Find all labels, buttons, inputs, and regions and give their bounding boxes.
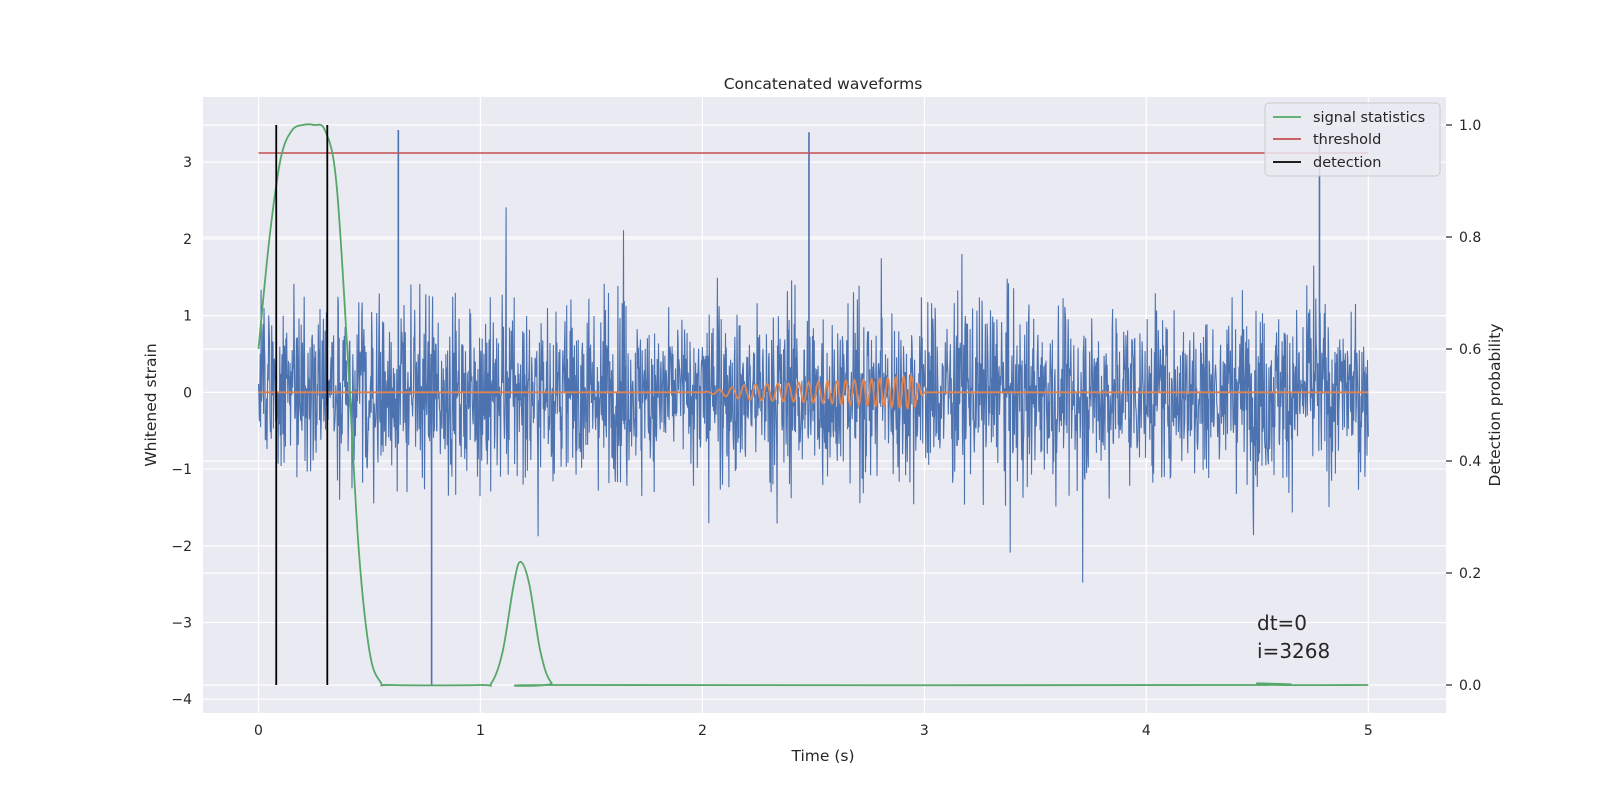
- series-template: [258, 372, 1369, 411]
- right-tick-label: 0.8: [1459, 230, 1481, 246]
- x-tick-label: 2: [698, 723, 707, 739]
- y-tick-label: −1: [171, 462, 192, 478]
- right-tick-label: 0.0: [1459, 678, 1481, 694]
- legend-box: [1264, 102, 1441, 177]
- y-tick-label: −2: [171, 539, 192, 555]
- x-tick-label: 3: [920, 723, 929, 739]
- y-tick-label: −4: [171, 692, 192, 708]
- legend-label-threshold: threshold: [1313, 132, 1381, 148]
- grid: [203, 97, 1446, 713]
- y-tick-label: 2: [183, 232, 192, 248]
- annotation-dt: dt=0: [1257, 611, 1307, 635]
- chart-title: Concatenated waveforms: [724, 75, 923, 93]
- bottom-axis-ticks: 0 1 2 3 4 5: [254, 723, 1373, 739]
- x-tick-label: 0: [254, 723, 263, 739]
- legend: signal statistics threshold detection: [1264, 102, 1441, 177]
- legend-label-signal-statistics: signal statistics: [1313, 110, 1425, 126]
- annotation-i: i=3268: [1257, 639, 1330, 663]
- right-tick-label: 0.2: [1459, 566, 1481, 582]
- right-axis-label: Detection probability: [1486, 324, 1504, 487]
- series-signal-statistics: [257, 123, 1369, 687]
- right-tick-label: 1.0: [1459, 118, 1481, 134]
- y-tick-label: 0: [183, 385, 192, 401]
- y-tick-label: 3: [183, 155, 192, 171]
- left-axis-ticks: −4 −3 −2 −1 0 1 2 3: [171, 155, 192, 708]
- series-layer: [257, 123, 1369, 687]
- x-tick-label: 1: [476, 723, 485, 739]
- legend-label-detection: detection: [1313, 155, 1381, 171]
- x-axis-label: Time (s): [790, 747, 854, 765]
- right-tick-label: 0.6: [1459, 342, 1481, 358]
- right-axis-ticks: 0.0 0.2 0.4 0.6 0.8 1.0: [1446, 118, 1481, 694]
- x-tick-label: 5: [1364, 723, 1373, 739]
- y-tick-label: 1: [183, 309, 192, 325]
- y-tick-label: −3: [171, 615, 192, 631]
- y-axis-label: Whitened strain: [142, 343, 160, 466]
- x-tick-label: 4: [1142, 723, 1151, 739]
- right-tick-label: 0.4: [1459, 454, 1481, 470]
